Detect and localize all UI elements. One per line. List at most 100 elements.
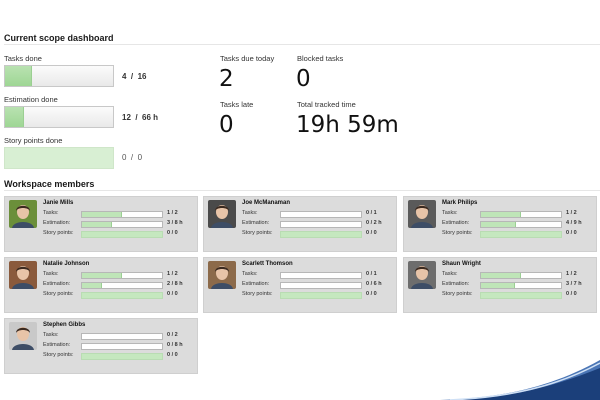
member-card[interactable]: Scarlett Thomson Tasks: 0 / 1 Estimation: 0 … — [203, 257, 397, 313]
member-story-points-label: Story points: — [242, 230, 273, 236]
member-card[interactable]: Joe McManaman Tasks: 0 / 1 Estimation: 0 / 2… — [203, 196, 397, 252]
member-story-points-value: 0 / 0 — [167, 291, 178, 297]
member-tasks-progress-bar — [480, 210, 562, 218]
avatar — [408, 261, 436, 289]
tasks-late-label: Tasks late — [220, 100, 254, 109]
member-estimation-progress-bar — [81, 342, 163, 350]
member-card[interactable]: Mark Philips Tasks: 1 / 2 Estimation: 4 / 9 … — [403, 196, 597, 252]
member-tasks-progress-bar — [280, 271, 362, 279]
member-estimation-value: 0 / 2 h — [366, 220, 382, 226]
workspace-members-divider — [4, 190, 600, 191]
member-tasks-progress-bar — [81, 332, 163, 340]
blocked-tasks-value: 0 — [296, 66, 311, 92]
story-points-done-progress-bar — [4, 147, 114, 169]
member-estimation-progress-bar — [280, 281, 362, 289]
member-estimation-progress-fill — [82, 221, 112, 227]
member-name: Janie Mills — [43, 200, 74, 206]
member-name: Natalie Johnson — [43, 261, 90, 267]
member-tasks-label: Tasks: — [242, 210, 258, 216]
avatar — [408, 200, 436, 228]
dashboard-title-divider — [4, 44, 600, 45]
member-estimation-progress-fill — [82, 282, 102, 288]
member-story-points-label: Story points: — [442, 230, 473, 236]
estimation-done-progress-bar — [4, 106, 114, 128]
member-estimation-label: Estimation: — [442, 281, 470, 287]
member-story-points-label: Story points: — [242, 291, 273, 297]
member-story-points-progress-bar — [280, 230, 362, 238]
member-story-points-value: 0 / 0 — [167, 352, 178, 358]
avatar — [208, 200, 236, 228]
member-card[interactable]: Shaun Wright Tasks: 1 / 2 Estimation: 3 / 7 … — [403, 257, 597, 313]
estimation-done-value: 12 / 66 h — [122, 113, 159, 122]
member-card[interactable]: Janie Mills Tasks: 1 / 2 Estimation: 3 / 8 h… — [4, 196, 198, 252]
member-estimation-value: 0 / 6 h — [366, 281, 382, 287]
member-story-points-progress-bar — [81, 230, 163, 238]
total-tracked-time-label: Total tracked time — [297, 100, 356, 109]
member-tasks-progress-bar — [480, 271, 562, 279]
member-name: Joe McManaman — [242, 200, 291, 206]
member-story-points-label: Story points: — [43, 291, 74, 297]
member-tasks-value: 1 / 2 — [566, 271, 577, 277]
member-story-points-progress-bar — [280, 291, 362, 299]
member-estimation-label: Estimation: — [242, 220, 270, 226]
member-estimation-value: 2 / 8 h — [167, 281, 183, 287]
member-tasks-value: 0 / 1 — [366, 271, 377, 277]
member-estimation-label: Estimation: — [43, 220, 71, 226]
estimation-done-label: Estimation done — [4, 95, 58, 104]
tasks-due-today-label: Tasks due today — [220, 54, 275, 63]
dashboard-title: Current scope dashboard — [4, 33, 114, 43]
member-tasks-progress-bar — [81, 210, 163, 218]
avatar — [208, 261, 236, 289]
avatar — [9, 200, 37, 228]
member-tasks-progress-fill — [82, 211, 122, 217]
total-tracked-time-value: 19h 59m — [296, 112, 399, 138]
member-tasks-label: Tasks: — [442, 271, 458, 277]
member-tasks-value: 0 / 1 — [366, 210, 377, 216]
workspace-members-title: Workspace members — [4, 179, 95, 189]
member-story-points-value: 0 / 0 — [566, 230, 577, 236]
member-tasks-progress-fill — [82, 272, 122, 278]
story-points-done-value: 0 / 0 — [122, 153, 143, 162]
member-estimation-progress-bar — [480, 281, 562, 289]
member-estimation-value: 3 / 7 h — [566, 281, 582, 287]
member-estimation-progress-bar — [81, 281, 163, 289]
member-tasks-value: 1 / 2 — [167, 210, 178, 216]
member-tasks-progress-bar — [81, 271, 163, 279]
member-name: Stephen Gibbs — [43, 322, 86, 328]
member-name: Shaun Wright — [442, 261, 481, 267]
member-estimation-progress-bar — [280, 220, 362, 228]
member-tasks-value: 1 / 2 — [566, 210, 577, 216]
member-story-points-progress-bar — [480, 291, 562, 299]
member-estimation-label: Estimation: — [43, 342, 71, 348]
member-tasks-label: Tasks: — [43, 210, 59, 216]
member-estimation-progress-bar — [480, 220, 562, 228]
member-card[interactable]: Natalie Johnson Tasks: 1 / 2 Estimation: 2 /… — [4, 257, 198, 313]
member-tasks-label: Tasks: — [442, 210, 458, 216]
tasks-done-value: 4 / 16 — [122, 72, 147, 81]
member-story-points-label: Story points: — [43, 352, 74, 358]
member-estimation-value: 0 / 8 h — [167, 342, 183, 348]
decorative-swoosh — [440, 360, 600, 400]
member-card[interactable]: Stephen Gibbs Tasks: 0 / 2 Estimation: 0 / 8… — [4, 318, 198, 374]
member-tasks-progress-bar — [280, 210, 362, 218]
member-estimation-progress-fill — [481, 282, 516, 288]
member-estimation-progress-fill — [481, 221, 517, 227]
member-story-points-progress-bar — [480, 230, 562, 238]
member-estimation-label: Estimation: — [43, 281, 71, 287]
member-estimation-label: Estimation: — [442, 220, 470, 226]
tasks-due-today-value: 2 — [219, 66, 234, 92]
member-tasks-label: Tasks: — [43, 332, 59, 338]
member-story-points-label: Story points: — [442, 291, 473, 297]
member-estimation-value: 3 / 8 h — [167, 220, 183, 226]
member-story-points-label: Story points: — [43, 230, 74, 236]
tasks-done-progress-fill — [5, 66, 32, 86]
member-story-points-value: 0 / 0 — [167, 230, 178, 236]
story-points-done-label: Story points done — [4, 136, 63, 145]
member-tasks-progress-fill — [481, 211, 521, 217]
member-estimation-value: 4 / 9 h — [566, 220, 582, 226]
member-tasks-label: Tasks: — [242, 271, 258, 277]
member-story-points-value: 0 / 0 — [366, 291, 377, 297]
member-tasks-label: Tasks: — [43, 271, 59, 277]
tasks-done-label: Tasks done — [4, 54, 42, 63]
